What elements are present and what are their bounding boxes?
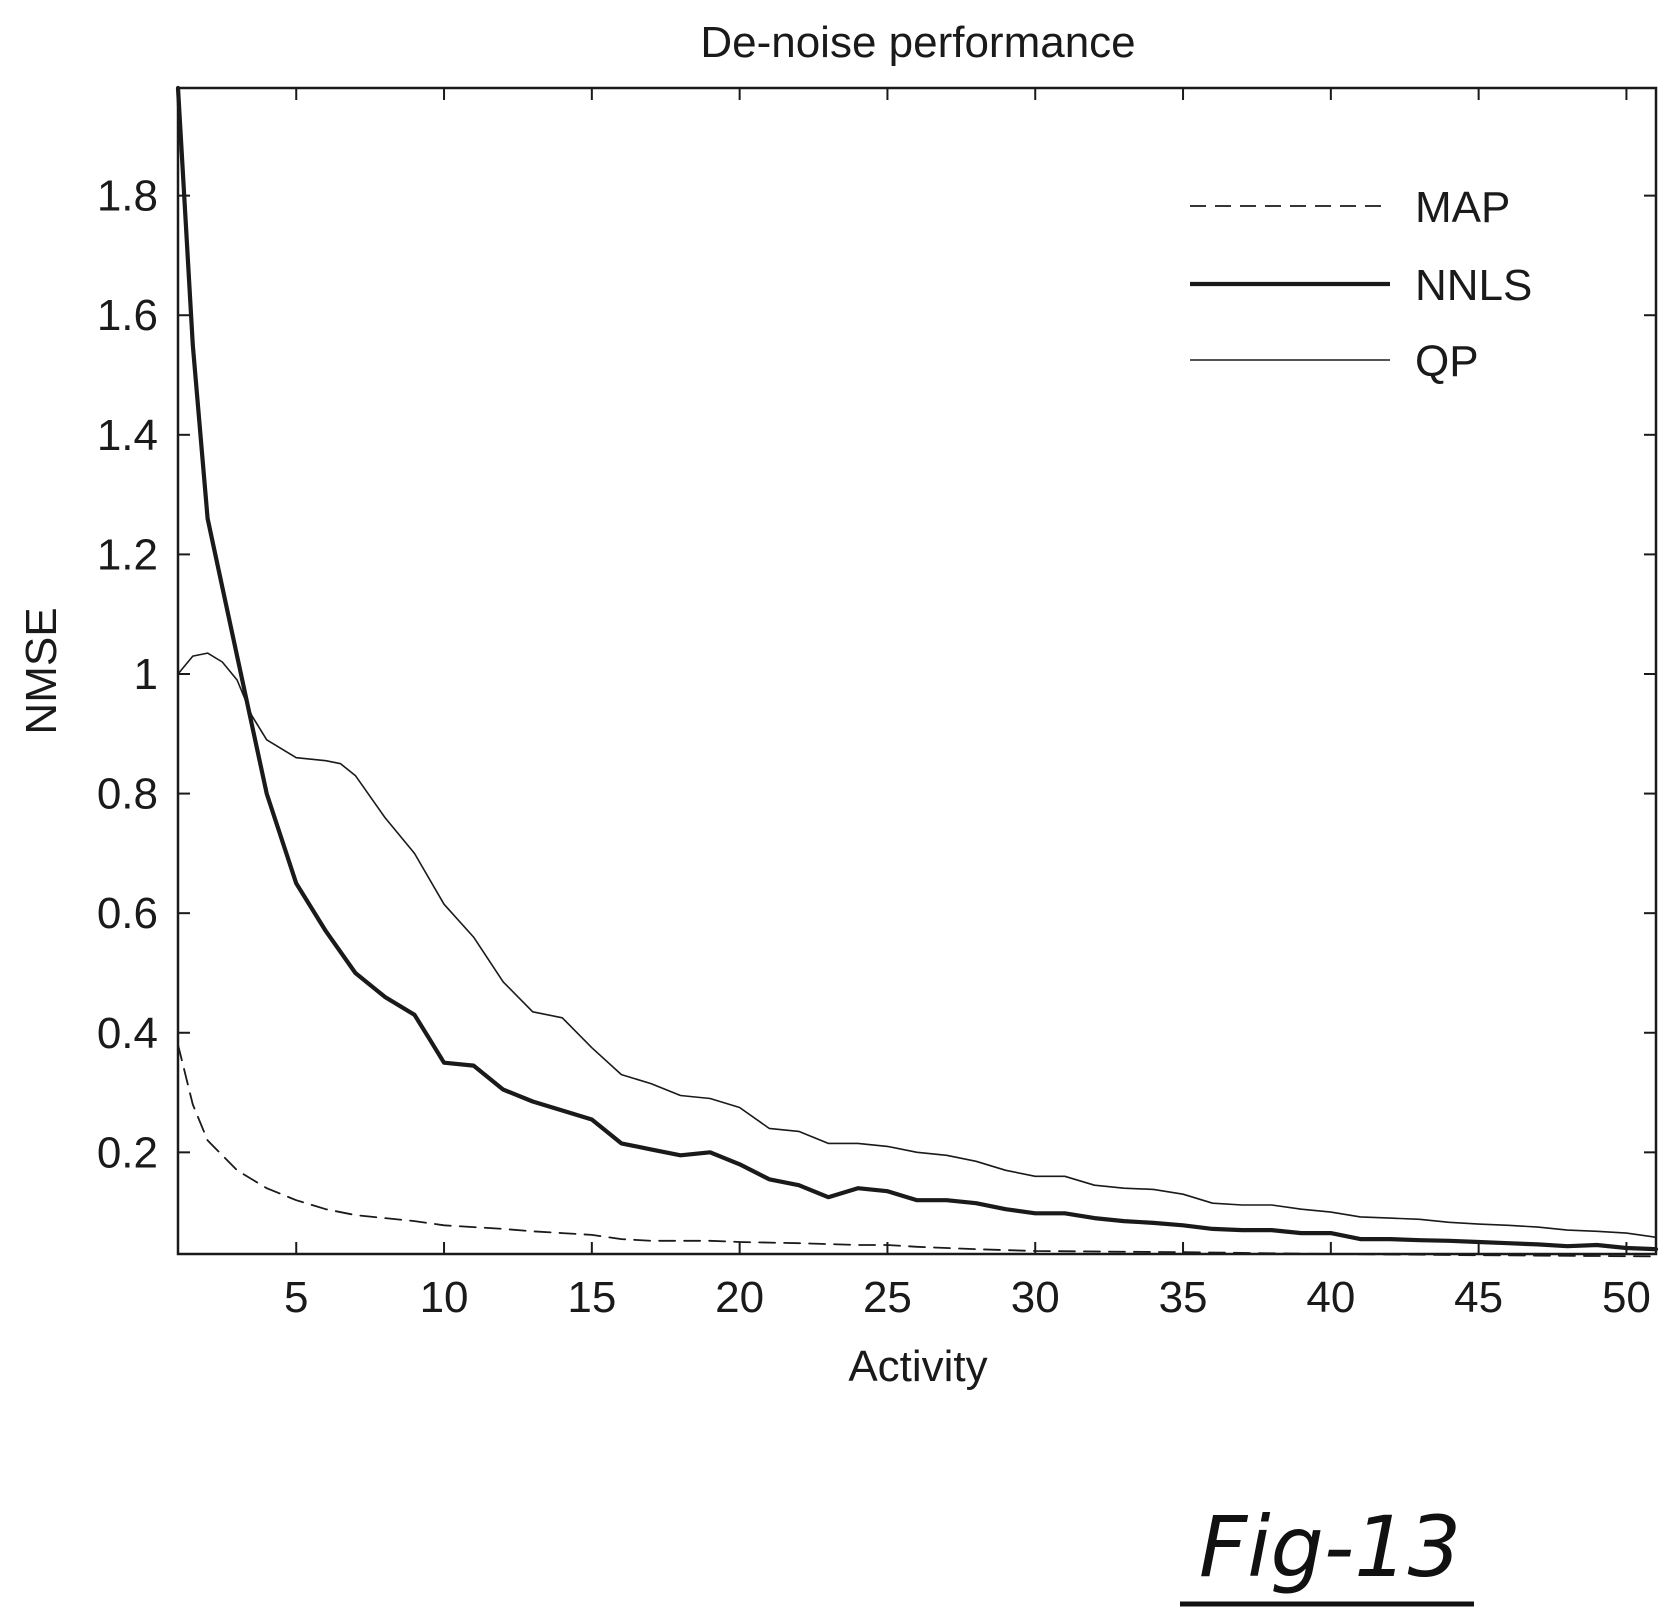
x-tick-label: 15 bbox=[567, 1273, 616, 1322]
x-tick-label: 45 bbox=[1454, 1273, 1503, 1322]
y-tick-label: 0.4 bbox=[97, 1009, 158, 1058]
y-axis-label: NMSE bbox=[17, 607, 66, 734]
y-tick-label: 0.8 bbox=[97, 770, 158, 819]
plot-frame bbox=[176, 86, 1658, 1256]
chart-title: De-noise performance bbox=[700, 18, 1135, 67]
series-line-qp bbox=[177, 652, 1657, 1239]
series-line-nnls bbox=[175, 85, 1659, 1252]
x-tick-label: 20 bbox=[715, 1273, 764, 1322]
x-tick-label: 40 bbox=[1306, 1273, 1355, 1322]
y-tick-label: 0.6 bbox=[97, 889, 158, 938]
legend: MAP NNLS QP bbox=[1190, 183, 1532, 386]
x-tick-label: 5 bbox=[284, 1273, 308, 1322]
figure-label: Fig-13 bbox=[1199, 1498, 1461, 1596]
series-line-map bbox=[177, 1043, 1657, 1258]
x-tick-label: 35 bbox=[1159, 1273, 1208, 1322]
legend-label-map: MAP bbox=[1415, 183, 1510, 232]
x-tick-label: 30 bbox=[1011, 1273, 1060, 1322]
y-tick-label: 1.4 bbox=[97, 411, 158, 460]
y-tick-label: 1.8 bbox=[97, 172, 158, 221]
x-tick-label: 10 bbox=[420, 1273, 469, 1322]
x-tick-label: 25 bbox=[863, 1273, 912, 1322]
legend-label-nnls: NNLS bbox=[1415, 261, 1532, 310]
x-axis-label: Activity bbox=[848, 1342, 987, 1391]
y-tick-label: 0.2 bbox=[97, 1128, 158, 1177]
y-tick-label: 1.6 bbox=[97, 291, 158, 340]
y-tick-label: 1.2 bbox=[97, 530, 158, 579]
legend-label-qp: QP bbox=[1415, 337, 1479, 386]
y-tick-label: 1 bbox=[134, 650, 158, 699]
series-layer bbox=[175, 85, 1659, 1258]
y-axis: 0.2 0.4 0.6 0.8 1 1.2 1.4 1.6 1.8 bbox=[97, 172, 1656, 1177]
x-tick-label: 50 bbox=[1602, 1273, 1651, 1322]
x-axis: 5 10 15 20 25 30 35 40 45 50 bbox=[284, 88, 1651, 1322]
